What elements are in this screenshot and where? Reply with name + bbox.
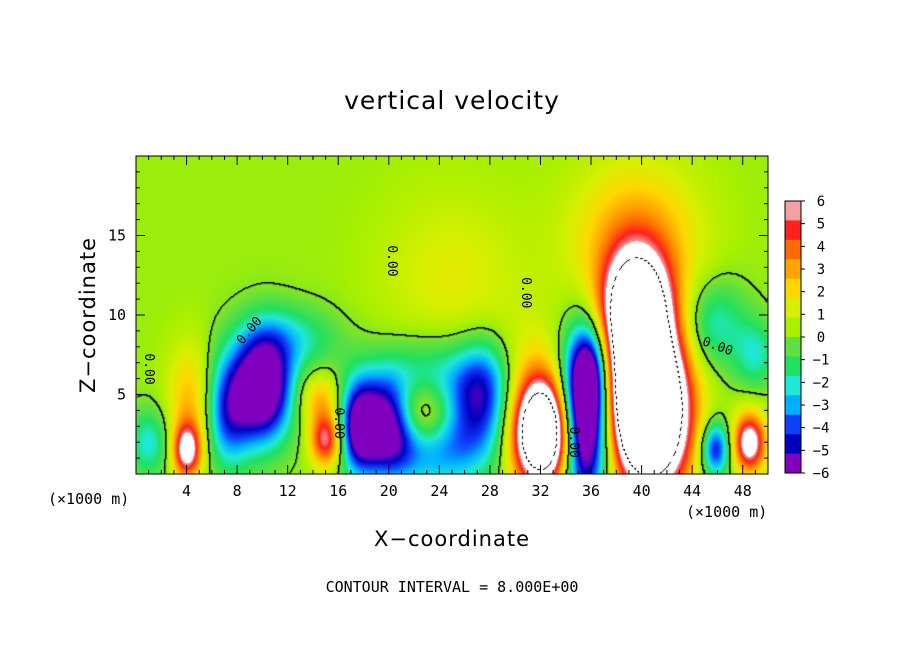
colorbar-tick-label: −1 xyxy=(813,353,830,369)
contour-label: 0.00 xyxy=(566,427,581,458)
colorbar-swatch xyxy=(785,375,801,396)
x-unit-left: (×1000 m) xyxy=(48,490,130,508)
contour-label: 0.00 xyxy=(384,245,399,276)
contour-label: 0.00 xyxy=(141,353,156,384)
colorbar-swatch xyxy=(785,317,801,338)
y-axis-label: Z−coordinate xyxy=(76,237,100,393)
colorbar-tick-label: −6 xyxy=(813,466,830,482)
colorbar-swatch xyxy=(785,278,801,299)
colorbar-tick-label: 3 xyxy=(817,262,825,278)
y-tick-label: 5 xyxy=(117,386,126,404)
colorbar-swatch xyxy=(785,395,801,416)
x-tick-label: 40 xyxy=(633,482,651,500)
contour-label: 0.00 xyxy=(518,277,533,308)
colorbar-swatch xyxy=(785,298,801,318)
x-tick-label: 24 xyxy=(430,482,448,500)
colorbar-tick-label: −2 xyxy=(813,375,830,391)
colorbar-tick-label: 0 xyxy=(817,330,825,346)
colorbar-swatch xyxy=(785,414,801,435)
chart-title: vertical velocity xyxy=(344,86,560,115)
x-tick-label: 32 xyxy=(531,482,549,500)
contour-interval-note: CONTOUR INTERVAL = 8.000E+00 xyxy=(325,578,579,596)
x-axis-label: X−coordinate xyxy=(374,527,530,551)
colorbar-tick-label: −5 xyxy=(813,443,830,459)
colorbar-swatch xyxy=(785,453,801,474)
colorbar-swatch xyxy=(785,201,801,221)
colorbar-swatch xyxy=(785,337,801,357)
colorbar-tick-label: −4 xyxy=(813,421,830,437)
x-tick-label: 48 xyxy=(734,482,752,500)
x-tick-label: 44 xyxy=(683,482,701,500)
y-tick-label: 15 xyxy=(108,227,126,245)
y-tick-label: 10 xyxy=(108,306,126,324)
x-tick-label: 8 xyxy=(233,482,242,500)
heatmap-field xyxy=(136,156,768,474)
x-tick-label: 28 xyxy=(481,482,499,500)
x-tick-label: 12 xyxy=(279,482,297,500)
x-tick-label: 4 xyxy=(182,482,191,500)
colorbar-swatch xyxy=(785,259,801,280)
colorbar-swatch xyxy=(785,434,801,454)
x-tick-label: 20 xyxy=(380,482,398,500)
colorbar-tick-label: 2 xyxy=(817,285,825,301)
x-tick-label: 36 xyxy=(582,482,600,500)
colorbar-swatch xyxy=(785,220,801,241)
colorbar-tick-label: −3 xyxy=(813,398,830,414)
x-unit-right: (×1000 m) xyxy=(686,503,768,521)
colorbar-tick-label: 4 xyxy=(817,239,825,255)
colorbar-tick-label: 5 xyxy=(817,217,825,233)
contour-label: 0.00 xyxy=(331,407,346,438)
colorbar-tick-label: 6 xyxy=(817,194,825,210)
colorbar-swatch xyxy=(785,356,801,377)
colorbar-swatch xyxy=(785,239,801,260)
colorbar-tick-label: 1 xyxy=(817,307,825,323)
x-tick-label: 16 xyxy=(329,482,347,500)
